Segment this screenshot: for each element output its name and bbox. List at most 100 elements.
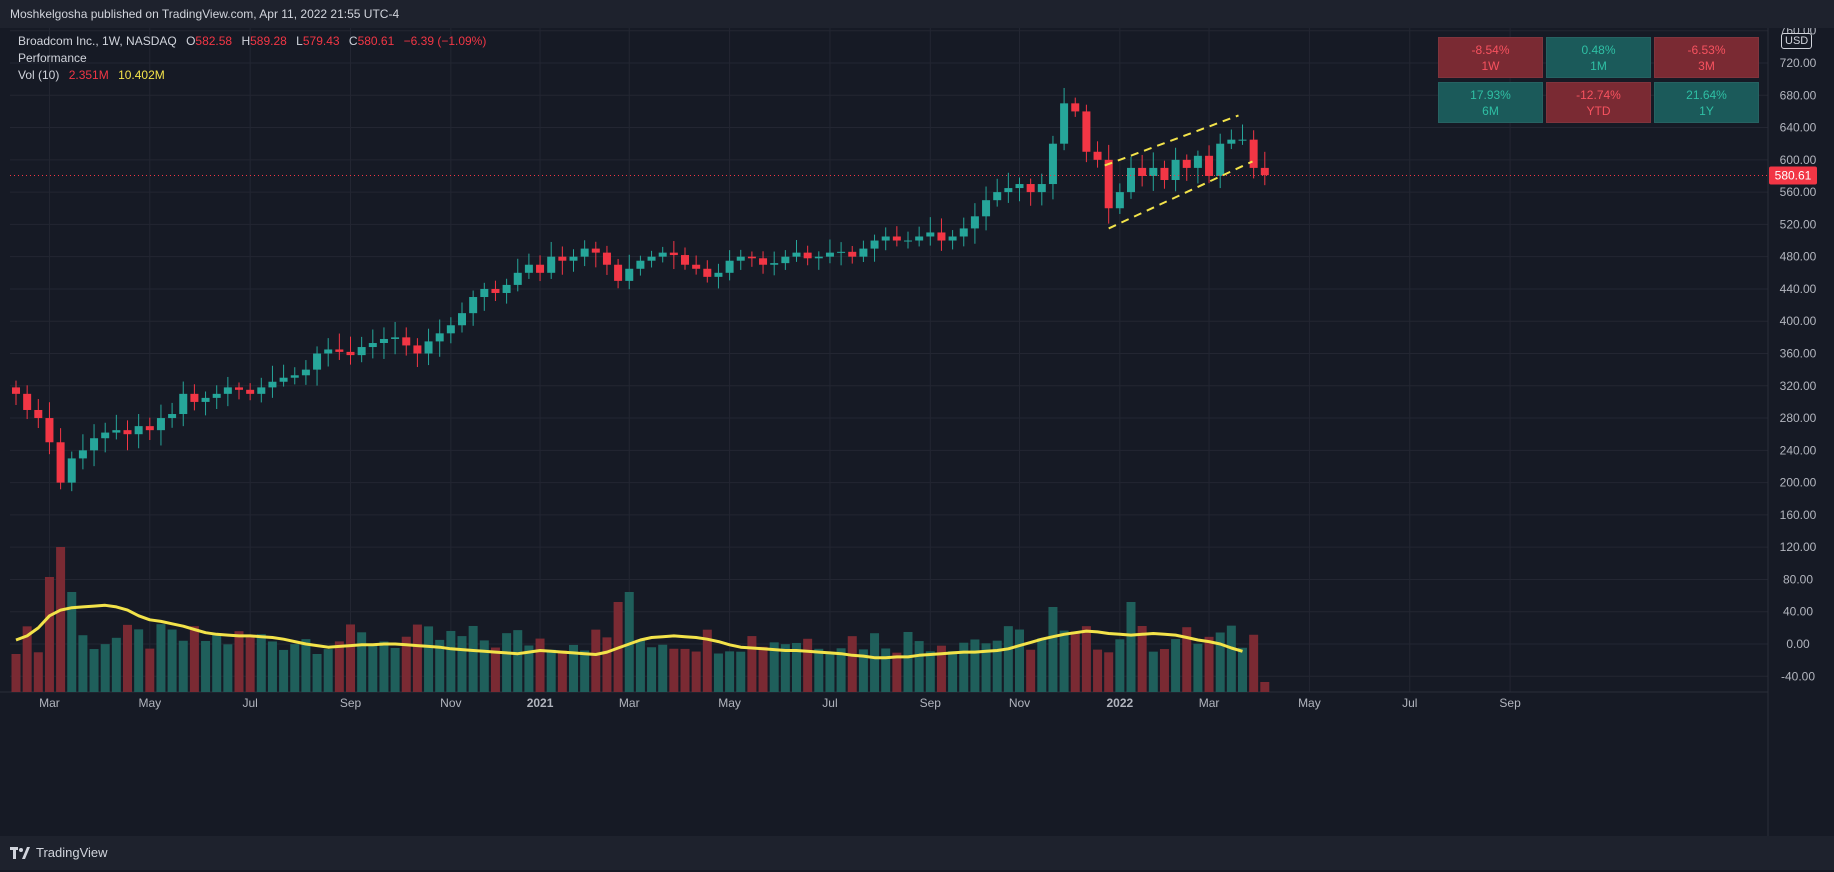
y-tick-label: 680.00 [1780,88,1817,102]
performance-table: -8.54% 1W 0.48% 1M -6.53% 3M 17.93% 6M -… [1438,37,1759,123]
volume-bar [624,592,634,692]
volume-bar [691,651,701,692]
candle-body [536,264,545,273]
candle-body [524,264,533,273]
candle-body [803,252,812,259]
candle-body [747,256,756,259]
volume-bar [457,636,467,692]
x-tick-label: May [1298,696,1321,710]
candle-body [357,347,366,356]
volume-bar [323,649,333,692]
candle-body [647,256,656,261]
candle-body [982,200,991,217]
price-chart[interactable]: -40.00 0.00 40.00 80.00 120.00 160.00 200.00 24… [0,28,1834,836]
candle-body [190,393,199,402]
y-tick-label: 160.00 [1780,508,1817,522]
candle-body [725,260,734,273]
candle-body [480,288,489,298]
candle-body [290,375,299,378]
perf-value: -8.54% [1471,43,1510,57]
candle-body [279,377,288,382]
candle-body [614,264,623,281]
candle-body [926,232,935,237]
volume-bar [245,637,255,692]
tradingview-logo[interactable]: TradingView [10,836,108,870]
volume-bar [1093,649,1103,692]
y-tick-label: 560.00 [1780,185,1817,199]
candle-body [703,268,712,277]
x-tick-label: Jul [822,696,837,710]
volume-bar [936,645,946,692]
volume-bar [502,633,512,692]
volume-bar [702,629,712,692]
perf-cell-1w: -8.54% 1W [1438,37,1543,78]
volume-bar [513,630,523,692]
candle-body [1127,167,1135,193]
volume-bar [424,626,434,692]
candle-body [201,397,210,402]
x-tick-label: Sep [1499,696,1521,710]
volume-bar [669,648,679,692]
x-tick-label: Sep [340,696,362,710]
candle-body [491,288,500,293]
candle-body [669,252,678,256]
volume-bar [892,652,902,692]
volume-bar [346,624,355,692]
volume-bar [256,634,266,692]
volume-bar [524,645,534,692]
candle-body [948,236,957,241]
volume-bar [903,631,913,692]
volume-bar [1115,639,1125,692]
candle-body [101,432,110,439]
candle-body [413,345,422,354]
volume-bar [1126,602,1136,692]
perf-period: 1Y [1699,104,1714,118]
candle-body [681,255,689,265]
volume-bar [290,644,300,692]
candle-body [692,264,701,269]
volume-row[interactable]: Vol (10) 2.351M 10.402M [18,67,486,84]
volume-ma-line [15,603,1243,660]
volume-bar [1059,630,1069,692]
currency-badge[interactable]: USD [1781,33,1813,49]
volume-bar [658,644,668,692]
volume-bar [1260,682,1270,692]
y-tick-label: 400.00 [1780,314,1817,328]
volume-bar [546,649,556,692]
candle-body [547,256,556,273]
close-value: 580.61 [357,34,395,48]
candle-body [1026,184,1035,193]
low-value: 579.43 [302,34,340,48]
volume-bar [201,640,211,692]
volume-bar [446,630,456,692]
candle-body [1138,167,1147,176]
close-label: C [348,34,358,48]
candle-body [45,418,54,443]
volume-bar [178,640,188,692]
x-tick-label: Jul [242,696,257,710]
symbol-name[interactable]: Broadcom Inc., 1W, NASDAQ [18,34,177,48]
volume-bar [836,648,846,692]
candle-body [1149,167,1158,176]
y-tick-label: 600.00 [1780,153,1817,167]
volume-bar [881,648,891,692]
candle-body [937,232,946,241]
performance-indicator-label[interactable]: Performance [18,51,87,65]
candle-body [12,387,20,394]
x-tick-label: May [718,696,741,710]
candle-body [781,256,790,264]
volume-bar [223,644,233,692]
candle-body [235,387,243,390]
chart-legend: Broadcom Inc., 1W, NASDAQ O582.58 H589.2… [18,33,486,84]
candle-body [1082,111,1091,152]
volume-bar [11,654,21,692]
volume-bar [1081,626,1091,692]
volume-bar [602,637,612,692]
candle-body [625,268,634,281]
volume-bar [479,640,489,692]
candle-body [848,251,857,257]
volume-bar [100,644,110,692]
candle-body [1060,103,1069,144]
volume-bar [78,635,88,692]
perf-value: 21.64% [1686,88,1727,102]
